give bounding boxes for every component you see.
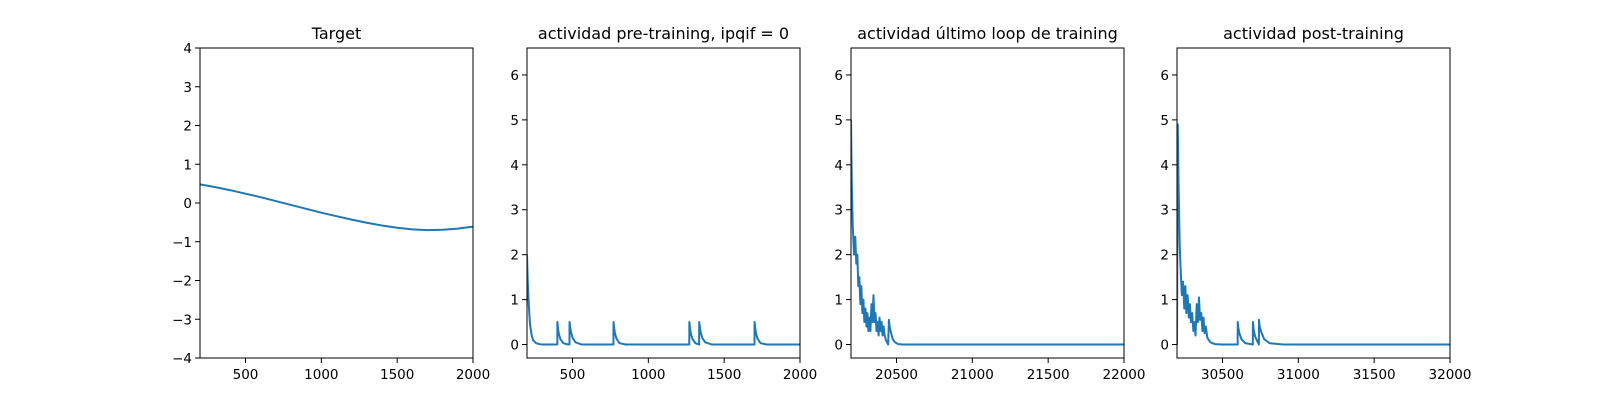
y-tick-label: 4 [834,158,843,174]
y-tick-label: 2 [510,248,519,264]
axes-frame [1176,47,1451,359]
subplot-3: 20500 21000 21500 22000 0 1 2 3 4 5 6 actividad últ… [834,24,1145,383]
y-tick-label: 1 [1160,293,1169,309]
x-tick-label: 21000 [951,367,994,383]
x-tick-label: 1500 [707,367,741,383]
x-tick-label: 1000 [304,367,338,383]
x-tick-label: 500 [560,367,586,383]
series-line-1 [851,119,1124,346]
x-tick-label: 20500 [875,367,918,383]
y-tick-label: −3 [172,312,192,328]
y-tick-label: 5 [510,113,519,129]
x-tick-label: 30500 [1201,367,1244,383]
axes-frame [199,47,474,359]
subplot-4: 30500 31000 31500 32000 0 1 2 3 4 5 6 actividad pos… [1160,24,1471,383]
y-tick-label: 6 [510,68,519,84]
x-tick-label: 2000 [783,367,817,383]
y-tick-label: 6 [834,68,843,84]
y-tick-label: 4 [1160,158,1169,174]
x-tick-label: 32000 [1429,367,1472,383]
y-tick-label: 0 [183,196,192,212]
y-tick-label: 1 [510,293,519,309]
y-tick-label: −2 [172,274,192,290]
series-line-1 [527,254,800,346]
y-tick-label: 3 [183,80,192,96]
y-tick-label: 0 [834,338,843,354]
y-tick-label: −4 [172,351,192,367]
x-tick-label: 1500 [380,367,414,383]
x-tick-label: 31000 [1277,367,1320,383]
x-tick-label: 500 [233,367,259,383]
subplot-2: 500 1000 1500 2000 0 1 2 3 4 5 6 actividad pre-trai… [510,24,817,383]
y-tick-label: 5 [834,113,843,129]
y-tick-label: 2 [834,248,843,264]
y-tick-label: 1 [183,157,192,173]
subplot-title: actividad post-training [1223,24,1404,43]
y-tick-label: −1 [172,235,192,251]
subplot-title: Target [311,24,362,43]
x-tick-label: 1000 [631,367,665,383]
axes-frame [526,47,801,359]
subplot-title: actividad pre-training, ipqif = 0 [538,24,789,43]
axes-frame [850,47,1125,359]
x-tick-label: 22000 [1103,367,1146,383]
y-tick-label: 0 [1160,338,1169,354]
x-tick-label: 2000 [456,367,490,383]
subplot-1: 500 1000 1500 2000 −4 −3 −2 −1 0 1 2 3 4 Target [172,24,490,383]
y-tick-label: 3 [1160,203,1169,219]
x-tick-label: 21500 [1027,367,1070,383]
series-line-1 [200,183,473,232]
subplot-title: actividad último loop de training [857,24,1118,43]
y-tick-label: 6 [1160,68,1169,84]
y-tick-label: 4 [510,158,519,174]
y-tick-label: 3 [834,203,843,219]
y-tick-label: 2 [183,119,192,135]
series-line-1 [1177,123,1450,346]
y-tick-label: 3 [510,203,519,219]
x-tick-label: 31500 [1353,367,1396,383]
y-tick-label: 2 [1160,248,1169,264]
y-tick-label: 1 [834,293,843,309]
y-tick-label: 0 [510,338,519,354]
y-tick-label: 4 [183,41,192,57]
y-tick-label: 5 [1160,113,1169,129]
